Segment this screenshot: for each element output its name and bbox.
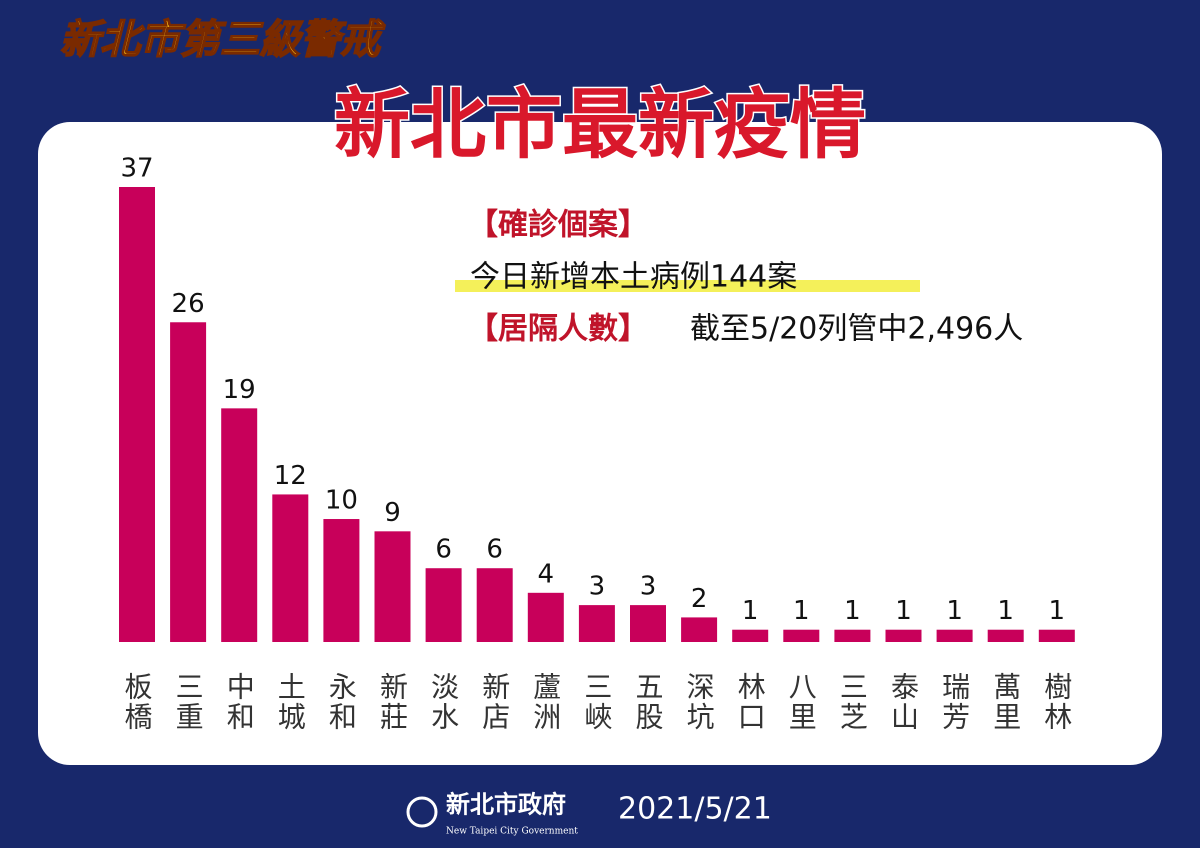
value-label: 1	[844, 596, 861, 626]
bar	[527, 592, 564, 642]
bar	[936, 629, 973, 642]
alert-title: 新北市第三級警戒	[60, 17, 386, 63]
category-label: 深坑	[683, 672, 716, 732]
bar-chart: 37 板橋 26 三重 19 中和 12 土城 10 永和 9 新莊 6 淡水 6 新店 4 蘆洲 3 三峽 3 五股 2 深…	[119, 154, 1075, 732]
bar	[987, 629, 1024, 642]
logo: 新北市政府 New Taipei City Government	[406, 790, 578, 837]
category-label: 中和	[223, 672, 256, 732]
value-label: 1	[1049, 596, 1066, 626]
logo-mark	[406, 796, 438, 828]
value-label: 1	[997, 596, 1014, 626]
category-label: 三重	[172, 672, 205, 732]
value-label: 37	[120, 154, 153, 184]
quarantine-text: 截至5/20列管中2,496人	[690, 312, 1023, 347]
category-label: 永和	[325, 672, 358, 732]
date: 2021/5/21	[618, 792, 772, 827]
main-title: 新北市最新疫情	[334, 80, 866, 169]
value-label: 1	[895, 596, 912, 626]
category-label: 板橋	[121, 672, 154, 732]
category-label: 林口	[734, 672, 767, 732]
category-label: 土城	[274, 672, 307, 732]
value-label: 1	[742, 596, 759, 626]
bar	[272, 494, 309, 642]
cases-text: 今日新增本土病例144案	[470, 260, 797, 295]
category-label: 三芝	[836, 672, 869, 732]
org-name: 新北市政府	[446, 790, 566, 819]
value-label: 10	[325, 486, 358, 516]
bar	[476, 568, 513, 642]
quarantine-label: 【居隔人數】	[468, 312, 648, 347]
category-label: 八里	[785, 672, 818, 732]
category-label: 樹林	[1040, 672, 1073, 732]
bar	[1038, 629, 1075, 642]
bar	[783, 629, 820, 642]
category-label: 瑞芳	[938, 672, 971, 732]
category-label: 新莊	[376, 672, 409, 732]
bar	[630, 605, 666, 642]
bar	[885, 629, 922, 642]
value-label: 9	[384, 498, 401, 528]
bar	[323, 519, 360, 642]
bar	[170, 322, 207, 642]
bar	[681, 617, 718, 642]
value-label: 19	[223, 375, 256, 405]
value-label: 6	[486, 535, 503, 565]
bar	[732, 629, 769, 642]
value-label: 26	[172, 289, 205, 319]
highlight	[455, 280, 920, 292]
bar	[425, 568, 462, 642]
category-label: 蘆洲	[529, 672, 562, 732]
value-label: 3	[640, 572, 657, 602]
category-label: 泰山	[887, 672, 920, 732]
category-label: 五股	[632, 672, 665, 732]
category-label: 三峽	[580, 672, 613, 732]
org-name-en: New Taipei City Government	[446, 827, 578, 837]
bar	[119, 187, 155, 642]
bar	[374, 531, 411, 642]
value-label: 3	[589, 572, 606, 602]
bar	[834, 629, 871, 642]
category-label: 萬里	[989, 672, 1022, 732]
value-label: 6	[435, 535, 452, 565]
cases-label: 【確診個案】	[468, 208, 648, 243]
value-label: 1	[946, 596, 963, 626]
value-label: 2	[691, 584, 708, 614]
value-label: 12	[274, 461, 307, 491]
bar	[578, 605, 615, 642]
category-label: 新店	[478, 672, 511, 732]
value-label: 1	[793, 596, 810, 626]
category-label: 淡水	[427, 672, 460, 732]
bar	[221, 408, 258, 642]
value-label: 4	[538, 559, 555, 589]
